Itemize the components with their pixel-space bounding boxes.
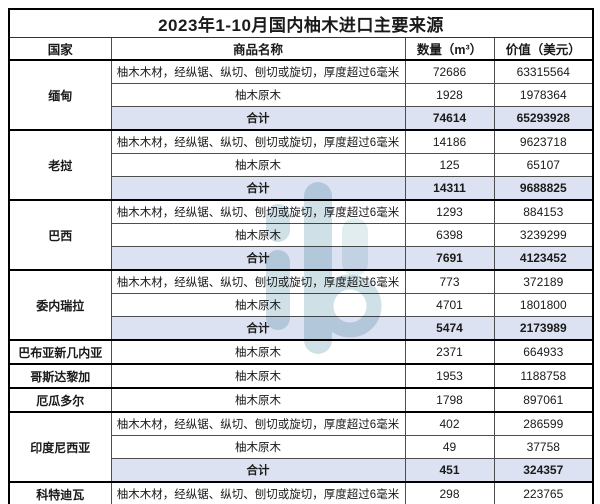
country-cell: 巴西 [8,199,112,271]
country-cell: 缅甸 [8,59,112,131]
col-header-country: 国家 [8,37,112,61]
country-cell: 老挝 [8,129,112,201]
product-cell: 柚木木材，经纵锯、纵切、刨切或旋切，厚度超过6毫米 [110,129,406,154]
quantity-cell: 72686 [404,59,495,84]
total-quantity-cell: 451 [404,458,495,483]
product-cell: 柚木原木 [110,293,406,317]
value-cell: 1801800 [493,293,594,317]
value-cell: 63315564 [493,59,594,84]
country-cell: 厄瓜多尔 [8,387,112,413]
product-cell: 柚木木材，经纵锯、纵切、刨切或旋切，厚度超过6毫米 [110,59,406,84]
product-cell: 柚木木材，经纵锯、纵切、刨切或旋切，厚度超过6毫米 [110,481,406,504]
table-row: 科特迪瓦 柚木木材，经纵锯、纵切、刨切或旋切，厚度超过6毫米 298 223765 [8,481,594,504]
product-cell: 柚木木材，经纵锯、纵切、刨切或旋切，厚度超过6毫米 [110,269,406,294]
quantity-cell: 14186 [404,129,495,154]
title-row: 2023年1-10月国内柚木进口主要来源 [8,8,594,38]
total-label-cell: 合计 [110,176,406,201]
total-label-cell: 合计 [110,458,406,483]
total-value-cell: 9688825 [493,176,594,201]
total-label-cell: 合计 [110,246,406,271]
table-row: 巴布亚新几内亚 柚木原木 2371 664933 [8,339,594,365]
quantity-cell: 402 [404,411,495,436]
page-title: 2023年1-10月国内柚木进口主要来源 [8,8,594,38]
quantity-cell: 1953 [404,363,495,389]
value-cell: 664933 [493,339,594,365]
col-header-value: 价值（美元） [493,37,594,61]
total-row: 合计 451 324357 [9,458,594,483]
value-cell: 897061 [493,387,594,413]
table-row: 缅甸 柚木木材，经纵锯、纵切、刨切或旋切，厚度超过6毫米 72686 63315564 [8,59,594,131]
total-value-cell: 65293928 [493,106,594,131]
product-cell: 柚木木材，经纵锯、纵切、刨切或旋切，厚度超过6毫米 [110,411,406,436]
table-row: 柚木原木 49 37758 [9,435,594,459]
country-cell: 科特迪瓦 [8,481,112,504]
country-cell: 委内瑞拉 [8,269,112,341]
value-cell: 372189 [493,269,594,294]
table-row: 巴西 柚木木材，经纵锯、纵切、刨切或旋切，厚度超过6毫米 1293 884153 [8,199,594,271]
table-row: 印度尼西亚 柚木木材，经纵锯、纵切、刨切或旋切，厚度超过6毫米 402 286599 [8,411,594,483]
product-cell: 柚木原木 [110,339,406,365]
quantity-cell: 1293 [404,199,495,224]
total-quantity-cell: 7691 [404,246,495,271]
value-cell: 1188758 [493,363,594,389]
country-cell: 印度尼西亚 [8,411,112,483]
product-cell: 柚木原木 [110,83,406,107]
table-row: 哥斯达黎加 柚木原木 1953 1188758 [8,363,594,389]
total-quantity-cell: 5474 [404,316,495,341]
total-quantity-cell: 14311 [404,176,495,201]
quantity-cell: 1798 [404,387,495,413]
value-cell: 3239299 [493,223,594,247]
import-source-table: 2023年1-10月国内柚木进口主要来源 国家 商品名称 数量（m³） 价值（美… [8,8,595,504]
quantity-cell: 298 [404,481,495,504]
country-cell: 巴布亚新几内亚 [8,339,112,365]
table-row: 委内瑞拉 柚木木材，经纵锯、纵切、刨切或旋切，厚度超过6毫米 773 372189 [8,269,594,341]
quantity-cell: 4701 [404,293,495,317]
value-cell: 9623718 [493,129,594,154]
product-cell: 柚木原木 [110,435,406,459]
table-row: 柚木原木 1928 1978364 [9,83,594,107]
table-row: 厄瓜多尔 柚木原木 1798 897061 [8,387,594,413]
total-label-cell: 合计 [110,316,406,341]
product-cell: 柚木原木 [110,223,406,247]
total-value-cell: 4123452 [493,246,594,271]
quantity-cell: 2371 [404,339,495,365]
table-body: 缅甸 柚木木材，经纵锯、纵切、刨切或旋切，厚度超过6毫米 72686 63315564… [8,59,594,504]
value-cell: 286599 [493,411,594,436]
quantity-cell: 6398 [404,223,495,247]
value-cell: 65107 [493,153,594,177]
quantity-cell: 773 [404,269,495,294]
table-row: 老挝 柚木木材，经纵锯、纵切、刨切或旋切，厚度超过6毫米 14186 9623718 [8,129,594,201]
value-cell: 37758 [493,435,594,459]
table-row: 柚木原木 6398 3239299 [9,223,594,247]
quantity-cell: 49 [404,435,495,459]
total-value-cell: 2173989 [493,316,594,341]
total-row: 合计 74614 65293928 [9,106,594,131]
col-header-quantity: 数量（m³） [404,37,495,61]
total-quantity-cell: 74614 [404,106,495,131]
total-label-cell: 合计 [110,106,406,131]
quantity-cell: 125 [404,153,495,177]
quantity-cell: 1928 [404,83,495,107]
col-header-product: 商品名称 [110,37,406,61]
column-header-row: 国家 商品名称 数量（m³） 价值（美元） [8,37,594,61]
country-cell: 哥斯达黎加 [8,363,112,389]
product-cell: 柚木原木 [110,387,406,413]
value-cell: 884153 [493,199,594,224]
product-cell: 柚木木材，经纵锯、纵切、刨切或旋切，厚度超过6毫米 [110,199,406,224]
total-value-cell: 324357 [493,458,594,483]
product-cell: 柚木原木 [110,363,406,389]
value-cell: 223765 [493,481,594,504]
value-cell: 1978364 [493,83,594,107]
table-row: 柚木原木 125 65107 [9,153,594,177]
product-cell: 柚木原木 [110,153,406,177]
